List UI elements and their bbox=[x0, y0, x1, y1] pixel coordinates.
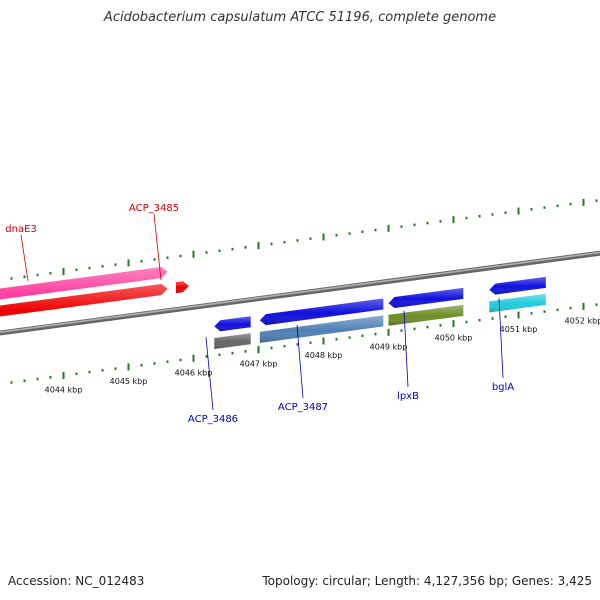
scale-tick-label: 4052 kbp bbox=[565, 316, 600, 325]
feature-shading bbox=[489, 293, 546, 313]
feature-shading bbox=[388, 287, 464, 308]
gene-label-dnaE3[interactable]: dnaE3 bbox=[5, 224, 37, 235]
label-leader-line bbox=[403, 310, 409, 388]
gene-label-bglA[interactable]: bglA bbox=[492, 382, 514, 393]
scale-tick-label: 4048 kbp bbox=[305, 351, 343, 360]
scale-tick-label: 4049 kbp bbox=[370, 342, 408, 351]
scale-tick-label: 4050 kbp bbox=[435, 334, 473, 343]
label-leader-line bbox=[205, 337, 214, 411]
scale-tick-label: 4051 kbp bbox=[500, 325, 538, 334]
gene-label-lpxB[interactable]: lpxB bbox=[397, 391, 419, 402]
feature-shading bbox=[214, 316, 251, 332]
label-leader-line bbox=[20, 234, 29, 281]
label-leaders bbox=[20, 213, 504, 411]
label-leader-line bbox=[153, 213, 162, 281]
label-leader-line bbox=[296, 324, 304, 399]
outer-tick-ring bbox=[10, 198, 598, 280]
genome-summary-text: Topology: circular; Length: 4,127,356 bp… bbox=[262, 574, 592, 588]
feature-shading bbox=[176, 281, 189, 294]
genome-backbone bbox=[0, 250, 600, 336]
feature-shading bbox=[0, 267, 168, 300]
scale-tick-label: 4046 kbp bbox=[175, 368, 213, 377]
label-leader-line bbox=[498, 298, 504, 379]
scale-tick-label: 4045 kbp bbox=[110, 377, 148, 386]
feature-shading bbox=[259, 298, 384, 326]
feature-shading bbox=[259, 315, 384, 343]
feature-shading bbox=[214, 333, 251, 349]
backbone-highlight bbox=[0, 251, 600, 334]
gene-label-ACP_3485[interactable]: ACP_3485 bbox=[129, 203, 179, 214]
feature-shading bbox=[489, 276, 546, 295]
scale-tick-label: 4047 kbp bbox=[240, 360, 278, 369]
scale-tick-label: 4044 kbp bbox=[45, 386, 83, 395]
accession-text: Accession: NC_012483 bbox=[8, 574, 145, 588]
feature-shading bbox=[0, 284, 168, 317]
feature-labels: dnaE3 ACP_3485 ACP_3486 ACP_3487 lpxB bglA bbox=[5, 203, 514, 425]
feature-tracks bbox=[0, 267, 546, 349]
inner-tick-ring bbox=[10, 302, 598, 384]
gene-label-ACP_3486[interactable]: ACP_3486 bbox=[188, 414, 238, 425]
map-title: Acidobacterium capsulatum ATCC 51196, co… bbox=[103, 10, 497, 25]
feature-shading bbox=[388, 304, 464, 326]
scale-tick-labels: 4044 kbp 4045 kbp 4046 kbp 4047 kbp 4048 kbp… bbox=[45, 316, 600, 394]
gene-label-ACP_3487[interactable]: ACP_3487 bbox=[278, 402, 328, 413]
